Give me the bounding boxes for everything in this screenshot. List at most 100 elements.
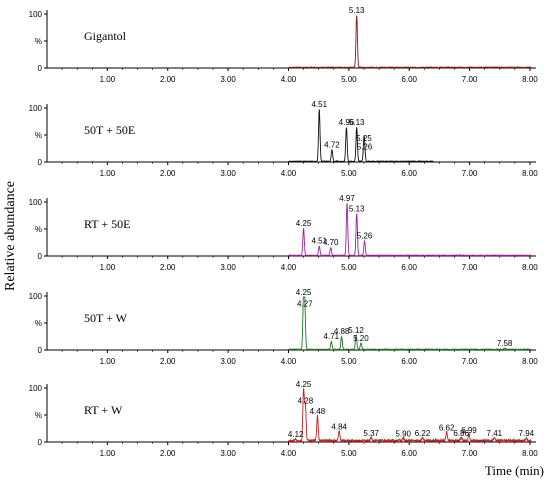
peak-label: 4.12 <box>288 430 304 439</box>
y-tick-label: 0 <box>38 64 43 73</box>
x-tick-label: 5.00 <box>341 263 357 272</box>
peak-label: 5.37 <box>363 429 379 438</box>
peak-label: 4.72 <box>324 141 340 150</box>
peak-label: 4.48 <box>310 407 326 416</box>
peak-label: 4.25 <box>296 219 312 228</box>
y-tick-label: % <box>35 411 42 420</box>
peak-label: 5.26 <box>357 143 373 152</box>
x-tick-label: 1.00 <box>100 75 116 84</box>
x-tick-label: 6.00 <box>401 263 417 272</box>
x-tick-label: 8.00 <box>522 263 538 272</box>
y-tick-label: 0 <box>38 252 43 261</box>
x-tick-label: 4.00 <box>281 357 297 366</box>
peak-label: 4.25 <box>296 380 312 389</box>
x-tick-label: 1.00 <box>100 169 116 178</box>
sample-name: RT + W <box>84 403 123 417</box>
peak-label: 5.26 <box>357 231 373 240</box>
y-tick-label: 0 <box>38 438 43 447</box>
peak-label: 4.25 <box>296 288 312 297</box>
x-tick-label: 2.00 <box>160 75 176 84</box>
y-tick-label: % <box>35 131 42 140</box>
peak-label: 4.96 <box>339 118 355 127</box>
peak-label: 4.28 <box>298 397 314 406</box>
x-tick-label: 3.00 <box>220 75 236 84</box>
peak-label: 6.86 <box>453 429 469 438</box>
peak-label: 4.84 <box>331 423 347 432</box>
trace-line <box>288 296 532 351</box>
peak-label: 5.25 <box>356 134 372 143</box>
peak-label: 5.20 <box>353 334 369 343</box>
chromatogram-panels: 100% 0 1.00 2.00 3.00 4.00 5.00 6.00 7.00 8.00 Gig… <box>29 6 539 458</box>
peak-label: 6.62 <box>439 424 455 433</box>
y-tick-label: 100 <box>29 292 43 301</box>
x-tick-label: 6.00 <box>401 449 417 458</box>
x-tick-label: 8.00 <box>522 169 538 178</box>
peak-label: 4.70 <box>323 238 339 247</box>
peak-label: 4.88 <box>334 327 350 336</box>
x-tick-label: 4.00 <box>281 75 297 84</box>
sample-name: RT + 50E <box>84 217 131 231</box>
x-tick-label: 5.00 <box>341 169 357 178</box>
x-tick-label: 6.00 <box>401 169 417 178</box>
panel-3: 100% 0 1.00 2.00 3.00 4.00 5.00 6.00 7.00 8.00 RT … <box>29 194 539 272</box>
panel-4: 100% 0 1.00 2.00 3.00 4.00 5.00 6.00 7.00 8.00 50T… <box>29 288 539 366</box>
trace-line <box>288 388 532 444</box>
peak-label: 5.12 <box>348 326 364 335</box>
peak-label: 4.51 <box>311 237 327 246</box>
peak-label: 4.51 <box>311 100 327 109</box>
x-tick-label: 1.00 <box>100 263 116 272</box>
x-tick-label: 5.00 <box>341 75 357 84</box>
peak-label: 5.13 <box>349 118 365 127</box>
y-tick-label: 0 <box>38 346 43 355</box>
peak-label: 7.58 <box>497 339 513 348</box>
x-tick-label: 6.00 <box>401 357 417 366</box>
x-tick-label: 3.00 <box>220 263 236 272</box>
x-tick-label: 8.00 <box>522 357 538 366</box>
peak-label: 4.97 <box>339 194 355 203</box>
x-tick-label: 2.00 <box>160 263 176 272</box>
y-tick-label: 100 <box>29 198 43 207</box>
x-tick-label: 8.00 <box>522 449 538 458</box>
x-tick-label: 3.00 <box>220 169 236 178</box>
x-tick-label: 5.00 <box>341 357 357 366</box>
x-tick-label: 2.00 <box>160 169 176 178</box>
trace-line <box>288 109 434 163</box>
peak-label: 6.22 <box>415 429 431 438</box>
y-tick-label: 100 <box>29 384 43 393</box>
x-tick-label: 4.00 <box>281 263 297 272</box>
trace-line <box>288 203 532 258</box>
x-tick-label: 7.00 <box>462 263 478 272</box>
x-tick-label: 3.00 <box>220 449 236 458</box>
x-tick-label: 2.00 <box>160 357 176 366</box>
peak-label: 4.71 <box>324 332 340 341</box>
panel-5: 100% 0 1.00 2.00 3.00 4.00 5.00 6.00 7.00 8.00 RT … <box>29 380 539 458</box>
x-tick-label: 7.00 <box>462 169 478 178</box>
x-tick-label: 3.00 <box>220 357 236 366</box>
peak-label: 6.99 <box>461 426 477 435</box>
peak-label: 4.27 <box>297 299 313 308</box>
y-tick-label: % <box>35 37 42 46</box>
y-tick-label: % <box>35 319 42 328</box>
sample-name: 50T + 50E <box>84 123 135 137</box>
y-tick-label: 100 <box>29 104 43 113</box>
x-tick-label: 6.00 <box>401 75 417 84</box>
x-tick-label: 8.00 <box>522 75 538 84</box>
x-tick-label: 4.00 <box>281 449 297 458</box>
sample-name: 50T + W <box>84 311 128 325</box>
x-tick-label: 7.00 <box>462 75 478 84</box>
y-tick-label: 100 <box>29 10 43 19</box>
panel-1: 100% 0 1.00 2.00 3.00 4.00 5.00 6.00 7.00 8.00 Gig… <box>29 6 539 84</box>
y-tick-label: % <box>35 225 42 234</box>
sample-name: Gigantol <box>84 29 127 43</box>
y-axis-label: Relative abundance <box>3 181 18 291</box>
x-axis-label: Time (min) <box>485 463 544 478</box>
peak-label: 5.13 <box>349 204 365 213</box>
y-tick-label: 0 <box>38 158 43 167</box>
peak-label: 5.90 <box>395 429 411 438</box>
x-tick-label: 1.00 <box>100 449 116 458</box>
x-tick-label: 2.00 <box>160 449 176 458</box>
trace-line <box>288 15 532 69</box>
peak-label: 7.94 <box>519 429 535 438</box>
peak-label: 5.13 <box>349 6 365 15</box>
